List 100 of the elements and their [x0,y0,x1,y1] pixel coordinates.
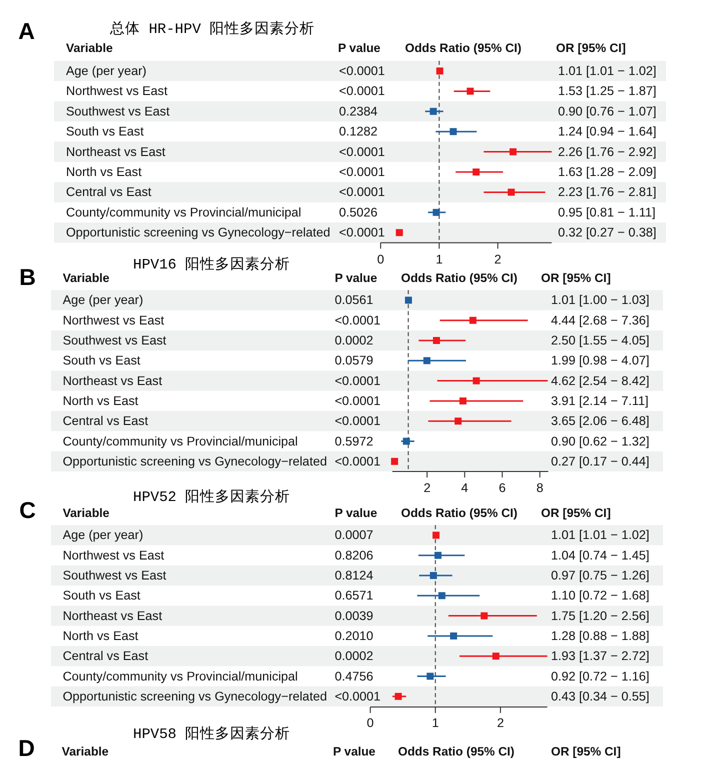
text: HPV16 阳性多因素分析 [133,256,290,274]
x-tick-label: 8 [536,481,544,495]
text: C [19,497,36,523]
data-label: 1.01 [1.00 − 1.03] [551,293,650,308]
data-label: 0.43 [0.34 − 0.55] [551,689,650,704]
annotation: <0.0001 [334,689,381,704]
y-tick-label: Northwest vs East [62,548,165,562]
y-tick-label: North vs East [66,165,142,179]
text: Odds Ratio (95% CI) [398,744,514,758]
text: <0.0001 [334,394,381,408]
x-tick-label: 2 [496,716,504,730]
data-label: 1.99 [0.98 − 4.07] [551,354,650,368]
text: 0.1282 [339,124,378,139]
text: 总体 HR-HPV 阳性多因素分析 [109,20,315,38]
y-axis-title: Variable [62,506,110,520]
text: OR [95% CI] [541,506,611,520]
annotation: 0.8206 [334,548,374,562]
y-tick-label: Central vs East [62,649,149,664]
annotation: <0.0001 [339,165,385,179]
y-tick-label: Southwest vs East [66,104,170,118]
text: D [18,735,35,761]
text: P value [333,744,376,758]
data-label: 2.26 [1.76 − 2.92] [558,144,656,159]
text: 0.5972 [334,434,374,448]
y-tick-label: Central vs East [62,414,149,428]
y-tick-label: Age (per year) [66,64,146,78]
text: OR [95% CI] [556,41,626,55]
data-label: 1.28 [0.88 − 1.88] [551,628,650,643]
y-tick-label: Southwest vs East [62,568,167,582]
data-label: 1.24 [0.94 − 1.64] [558,124,656,139]
data-label: 1.93 [1.37 − 2.72] [551,649,650,664]
y-tick-label: South vs East [62,354,141,368]
data-label: 1.04 [0.74 − 1.45] [551,548,650,562]
data-label: 4.62 [2.54 − 8.42] [551,374,650,388]
x-tick-label: 1 [436,252,443,267]
y-tick-label: Northwest vs East [66,84,168,98]
y-tick-label: Northeast vs East [62,608,163,623]
text: Variable [62,744,109,758]
data-label: 1.53 [1.25 − 1.87] [558,84,656,98]
data-label: 1.10 [0.72 − 1.68] [551,588,650,603]
data-label: 1.01 [1.01 − 1.02] [551,528,650,542]
data-label: 4.44 [2.68 − 7.36] [551,313,650,328]
x-axis-title: Odds Ratio (95% CI) [401,506,518,520]
y-tick-label: County/community vs Provincial/municipal [62,669,298,684]
y-tick-label: Age (per year) [62,528,144,542]
data-label: 2.50 [1.55 − 4.05] [551,334,650,348]
data-label: 0.27 [0.17 − 0.44] [551,454,650,468]
y-tick-label: North vs East [62,394,139,408]
annotation: 0.0039 [334,608,374,623]
y-tick-label: Opportunistic screening vs Gynecology−related [62,689,327,704]
data-label: 3.91 [2.14 − 7.11] [551,394,648,408]
y-tick-label: South vs East [66,124,144,139]
text: OR [95% CI] [551,744,621,758]
text: P value [338,41,381,55]
annotation: <0.0001 [339,185,385,200]
text: 0.0579 [334,354,374,368]
text: HPV52 阳性多因素分析 [133,488,290,506]
data-label: 0.32 [0.27 − 0.38] [558,226,656,240]
text: P value [334,506,378,520]
annotation: <0.0001 [339,144,385,159]
y-tick-label: North vs East [62,628,139,643]
x-tick-label: 0 [377,252,384,267]
y-tick-label: County/community vs Provincial/municipal [62,434,298,448]
data-label: 0.92 [0.72 − 1.16] [551,669,650,684]
y-tick-label: South vs East [62,588,141,603]
x-tick-label: 4 [461,481,468,495]
data-label: 1.63 [1.28 − 2.09] [558,165,656,179]
y-tick-label: Opportunistic screening vs Gynecology−related [66,226,330,240]
text: P value [334,270,378,285]
annotation: <0.0001 [339,64,385,78]
annotation: 0.0007 [334,528,374,542]
text: 0.0561 [334,293,374,308]
data-label: 0.97 [0.75 − 1.26] [551,568,650,582]
text: B [19,264,36,290]
y-tick-label: Northeast vs East [66,144,166,159]
text: 0.0002 [334,334,374,348]
y-tick-label: County/community vs Provincial/municipal [66,205,302,220]
text: <0.0001 [334,374,381,388]
text: 0.2384 [339,104,378,118]
text: OR [95% CI] [541,270,611,285]
annotation: <0.0001 [339,226,385,240]
text: 0.5026 [339,205,378,220]
x-tick-label: 1 [432,716,439,730]
data-label: 1.75 [1.20 − 2.56] [551,608,650,623]
annotation: 0.4756 [334,669,374,684]
annotation: 0.6571 [334,588,374,603]
x-tick-label: 6 [498,481,506,495]
y-axis-title: Variable [62,270,110,285]
annotation: <0.0001 [339,84,385,98]
y-tick-label: Central vs East [66,185,152,200]
data-label: 2.23 [1.76 − 2.81] [558,185,656,200]
data-label: 0.90 [0.76 − 1.07] [558,104,656,118]
text: <0.0001 [334,414,381,428]
y-axis-title: Variable [66,41,113,55]
data-label: 3.65 [2.06 − 6.48] [551,414,650,428]
annotation: 0.2010 [334,628,374,643]
text: A [18,18,35,44]
y-tick-label: Southwest vs East [62,334,167,348]
annotation: 0.8124 [334,568,374,582]
text: HPV58 阳性多因素分析 [133,725,290,743]
